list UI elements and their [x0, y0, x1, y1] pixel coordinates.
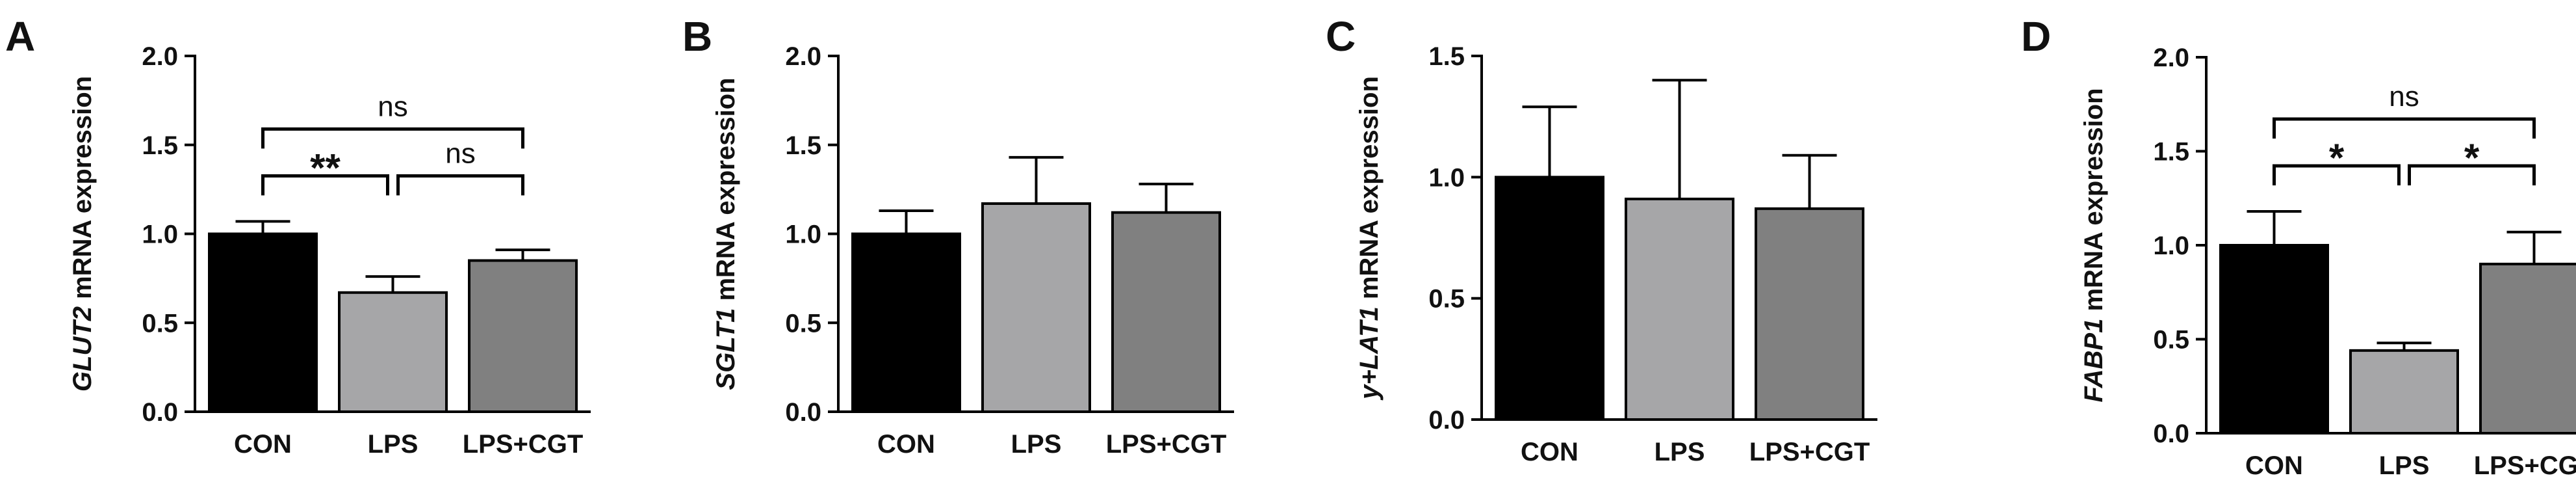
category-label: LPS+CGT — [2474, 451, 2576, 480]
bar-con — [851, 232, 961, 413]
significance-label: ns — [2389, 81, 2419, 113]
y-tick-label: 1.0 — [2153, 232, 2189, 260]
y-tick-label: 0.0 — [2153, 420, 2189, 448]
category-label: LPS — [2379, 451, 2430, 480]
significance-label: ** — [310, 146, 341, 189]
category-label: LPS — [368, 430, 419, 459]
y-tick-label: 0.5 — [1428, 285, 1465, 314]
panel-letter: D — [2021, 13, 2051, 60]
y-tick-label: 0.5 — [785, 309, 821, 338]
y-tick-label: 2.0 — [785, 42, 821, 71]
y-tick-label: 1.5 — [2153, 138, 2189, 167]
significance-bracket — [2273, 117, 2536, 139]
y-tick-label: 1.0 — [142, 221, 178, 249]
bar-con — [1495, 176, 1604, 421]
category-label: LPS — [1655, 438, 1705, 466]
y-tick-label: 0.0 — [1428, 406, 1465, 435]
significance-bracket — [396, 174, 524, 196]
category-label: CON — [877, 430, 935, 459]
bar-con — [208, 232, 318, 413]
category-label: CON — [1521, 438, 1578, 466]
bar-lps-cgt — [2479, 262, 2576, 435]
y-axis-label-rest: mRNA expression — [2080, 88, 2108, 318]
y-tick-label: 1.0 — [1428, 163, 1465, 192]
panel-b: B 0.0 0.5 1.0 1.5 2.0 SGLT1 mRNA expression CON… — [682, 13, 1234, 459]
bar-lps-cgt — [1111, 211, 1221, 413]
y-axis-label-rest: mRNA expression — [68, 76, 97, 306]
y-axis-label: SGLT1 mRNA expression — [712, 77, 740, 390]
y-axis-label: GLUT2 mRNA expression — [68, 76, 97, 392]
category-label: LPS+CGT — [463, 430, 584, 459]
y-tick-label: 1.5 — [1428, 42, 1465, 71]
y-axis-label-gene: GLUT2 — [68, 306, 97, 392]
y-axis-label-gene: y+LAT1 — [1355, 306, 1384, 401]
category-label: LPS — [1011, 430, 1062, 459]
significance-bracket — [2273, 164, 2401, 185]
y-tick-label: 1.5 — [142, 131, 178, 160]
y-tick-label: 1.0 — [785, 221, 821, 249]
significance-bracket — [2408, 164, 2536, 185]
y-axis-label-gene: FABP1 — [2080, 319, 2108, 403]
y-tick-label: 0.5 — [2153, 326, 2189, 355]
y-axis-label: FABP1 mRNA expression — [2080, 88, 2108, 402]
category-label: CON — [2245, 451, 2303, 480]
bar-lps — [2349, 349, 2459, 435]
significance-label: ns — [378, 90, 407, 122]
y-axis-label-rest: mRNA expression — [1355, 76, 1384, 306]
bar-lps — [338, 291, 448, 413]
panel-a: A 0.0 0.5 1.0 1.5 2.0 GLUT2 mRNA expression CON… — [5, 13, 591, 459]
significance-label: * — [2329, 136, 2345, 180]
panel-letter: A — [5, 13, 35, 60]
category-label: CON — [234, 430, 292, 459]
y-tick-label: 0.0 — [142, 398, 178, 427]
bar-lps — [981, 202, 1091, 413]
y-tick-label: 2.0 — [2153, 44, 2189, 72]
y-axis-label-rest: mRNA expression — [712, 77, 740, 308]
significance-label: ns — [445, 137, 475, 169]
y-tick-label: 2.0 — [142, 42, 178, 71]
panel-letter: C — [1326, 13, 1356, 60]
y-tick-label: 0.5 — [142, 309, 178, 338]
panel-c: C 0.0 0.5 1.0 1.5 y+LAT1 mRNA expression CON LP… — [1326, 13, 1877, 466]
y-tick-label: 1.5 — [785, 131, 821, 160]
significance-label: * — [2464, 136, 2480, 180]
significance-bracket — [261, 127, 524, 149]
panel-d: D 0.0 0.5 1.0 1.5 2.0 FABP1 mRNA expression CON… — [2021, 13, 2576, 480]
bar-lps — [1625, 197, 1734, 421]
y-axis-label: y+LAT1 mRNA expression — [1355, 76, 1384, 401]
significance-bracket — [261, 174, 389, 196]
category-label: LPS+CGT — [1106, 430, 1227, 459]
y-tick-label: 0.0 — [785, 398, 821, 427]
bar-lps-cgt — [1755, 207, 1864, 421]
y-axis-label-gene: SGLT1 — [712, 308, 740, 390]
panel-letter: B — [682, 13, 712, 60]
bar-lps-cgt — [468, 259, 578, 413]
bar-con — [2219, 244, 2329, 435]
category-label: LPS+CGT — [1749, 438, 1870, 466]
